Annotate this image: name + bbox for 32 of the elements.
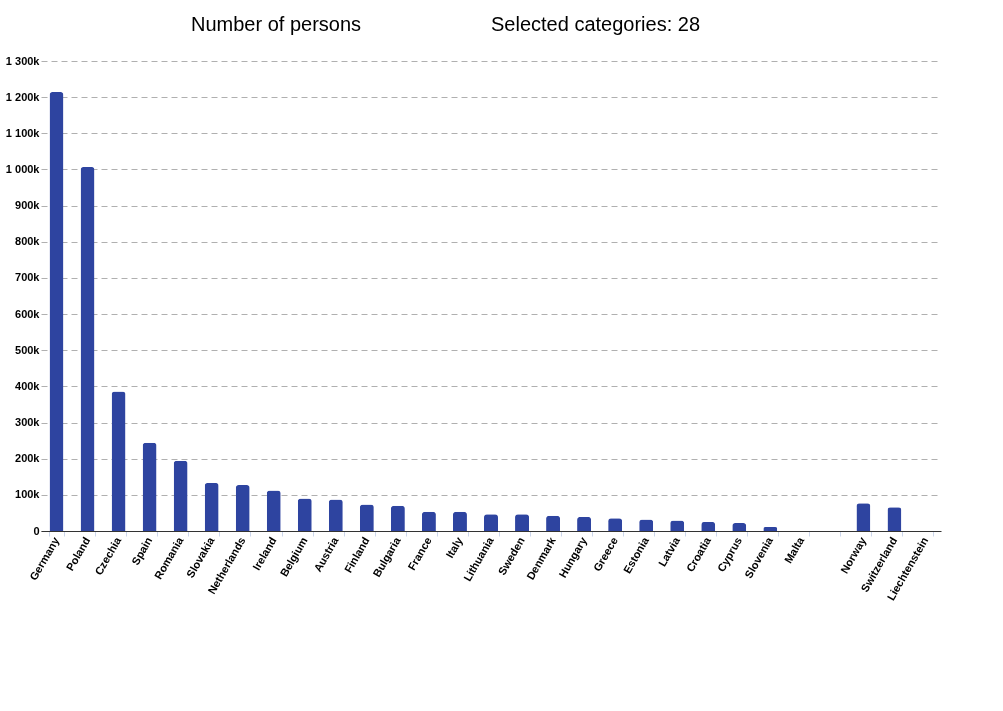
text: Number of persons xyxy=(191,13,362,35)
bar xyxy=(297,498,312,531)
y-tick-label: 800k xyxy=(15,235,41,248)
y-tick-label: 700k xyxy=(15,271,41,284)
y-tick-label: 200k xyxy=(15,452,41,465)
bar xyxy=(266,490,281,531)
bar xyxy=(80,166,95,531)
bar xyxy=(452,511,467,531)
y-tick-label: 400k xyxy=(15,379,41,392)
y-tick-label: 1 000k xyxy=(5,162,41,175)
y-tick-label: 1 300k xyxy=(5,54,41,67)
y-tick-label: 1 200k xyxy=(5,90,41,103)
y-tick-label: 1 100k xyxy=(5,126,41,139)
y-tick-label: 100k xyxy=(15,488,41,501)
bar xyxy=(173,460,188,531)
y-tick-label: 900k xyxy=(15,199,41,212)
y-tick-label: 500k xyxy=(15,343,41,356)
y-tick-label: 600k xyxy=(15,307,41,320)
bar xyxy=(359,504,374,531)
bar xyxy=(235,485,250,531)
bar xyxy=(390,505,405,531)
bar xyxy=(49,92,64,531)
bar xyxy=(204,482,219,531)
text: Selected categories: 28 xyxy=(491,13,701,35)
bar xyxy=(484,514,498,531)
bar xyxy=(577,516,592,531)
y-tick-label: 300k xyxy=(15,416,41,429)
bar xyxy=(421,511,436,531)
bar xyxy=(111,391,126,531)
bar xyxy=(142,442,157,531)
y-tick-label: 0 xyxy=(33,524,40,537)
bar xyxy=(328,499,343,531)
